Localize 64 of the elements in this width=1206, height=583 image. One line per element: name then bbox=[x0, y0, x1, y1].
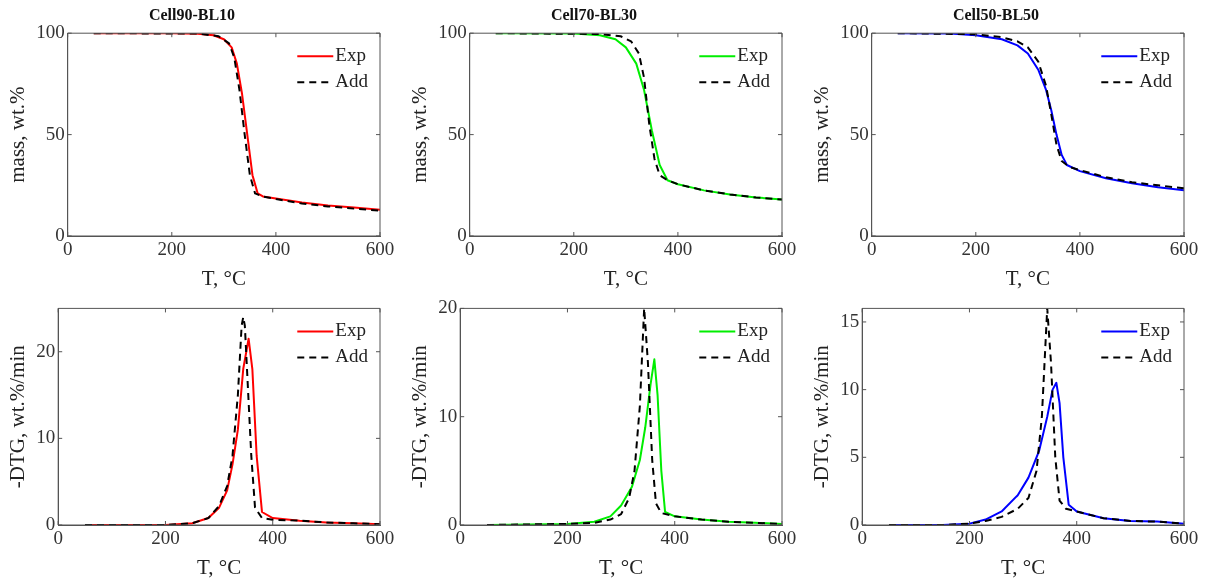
legend-label: Add bbox=[1139, 345, 1173, 367]
y-tick-label: 20 bbox=[36, 339, 56, 361]
legend-label: Add bbox=[737, 70, 771, 92]
legend-label: Exp bbox=[737, 44, 768, 66]
x-axis-title: T, °C bbox=[603, 265, 648, 290]
y-axis-title: mass, wt.% bbox=[809, 86, 834, 183]
x-tick-label: 200 bbox=[151, 527, 180, 549]
legend-label: Add bbox=[737, 345, 771, 367]
x-axis-title: T, °C bbox=[201, 265, 246, 290]
x-axis-title: T, °C bbox=[599, 554, 644, 579]
x-axis-title: T, °C bbox=[1005, 265, 1050, 290]
y-tick-label: 0 bbox=[447, 512, 458, 534]
y-tick-label: 50 bbox=[849, 122, 869, 144]
x-tick-label: 600 bbox=[365, 527, 395, 549]
x-tick-label: 400 bbox=[663, 238, 693, 260]
x-tick-label: 400 bbox=[1065, 238, 1095, 260]
x-tick-label: 600 bbox=[1169, 527, 1199, 549]
x-tick-label: 200 bbox=[559, 238, 589, 260]
x-tick-label: 400 bbox=[258, 527, 287, 549]
x-tick-label: 200 bbox=[955, 527, 984, 549]
y-axis-title: mass, wt.% bbox=[5, 86, 30, 183]
chart-title: Cell70-BL30 bbox=[550, 5, 638, 23]
y-tick-label: 15 bbox=[840, 309, 860, 331]
y-tick-label: 10 bbox=[438, 404, 458, 426]
legend-label: Exp bbox=[335, 319, 366, 341]
legend-label: Exp bbox=[1139, 319, 1170, 341]
y-tick-label: 100 bbox=[36, 21, 65, 43]
x-tick-label: 400 bbox=[660, 527, 689, 549]
y-tick-label: 100 bbox=[840, 21, 869, 43]
chart-title: Cell50-BL50 bbox=[952, 5, 1040, 23]
legend-label: Add bbox=[335, 345, 369, 367]
y-axis-title: -DTG, wt.%/min bbox=[5, 344, 30, 489]
y-tick-label: 0 bbox=[859, 223, 869, 245]
y-tick-label: 0 bbox=[45, 512, 56, 534]
x-axis-title: T, °C bbox=[1001, 554, 1046, 579]
legend-label: Add bbox=[335, 70, 369, 92]
legend-label: Add bbox=[1139, 70, 1173, 92]
legend-label: Exp bbox=[335, 44, 366, 66]
y-tick-label: 5 bbox=[849, 445, 860, 467]
y-axis-title: -DTG, wt.%/min bbox=[809, 344, 834, 489]
x-tick-label: 200 bbox=[961, 238, 991, 260]
y-tick-label: 50 bbox=[447, 122, 467, 144]
y-tick-label: 0 bbox=[55, 223, 65, 245]
x-tick-label: 200 bbox=[553, 527, 582, 549]
y-tick-label: 50 bbox=[45, 122, 65, 144]
x-tick-label: 600 bbox=[767, 238, 797, 260]
x-tick-label: 400 bbox=[1062, 527, 1091, 549]
legend-label: Exp bbox=[1139, 44, 1170, 66]
x-tick-label: 600 bbox=[767, 527, 797, 549]
chart-title: Cell90-BL10 bbox=[148, 5, 236, 23]
legend-label: Exp bbox=[737, 319, 768, 341]
y-tick-label: 20 bbox=[438, 296, 458, 318]
x-tick-label: 200 bbox=[157, 238, 187, 260]
y-axis-title: mass, wt.% bbox=[407, 86, 432, 183]
y-tick-label: 10 bbox=[840, 377, 860, 399]
x-tick-label: 400 bbox=[261, 238, 291, 260]
y-axis-title: -DTG, wt.%/min bbox=[407, 344, 432, 489]
y-tick-label: 10 bbox=[36, 426, 56, 448]
y-tick-label: 0 bbox=[457, 223, 467, 245]
y-tick-label: 0 bbox=[849, 512, 860, 534]
x-axis-title: T, °C bbox=[197, 554, 242, 579]
x-tick-label: 600 bbox=[365, 238, 395, 260]
x-tick-label: 600 bbox=[1169, 238, 1199, 260]
y-tick-label: 100 bbox=[438, 21, 467, 43]
